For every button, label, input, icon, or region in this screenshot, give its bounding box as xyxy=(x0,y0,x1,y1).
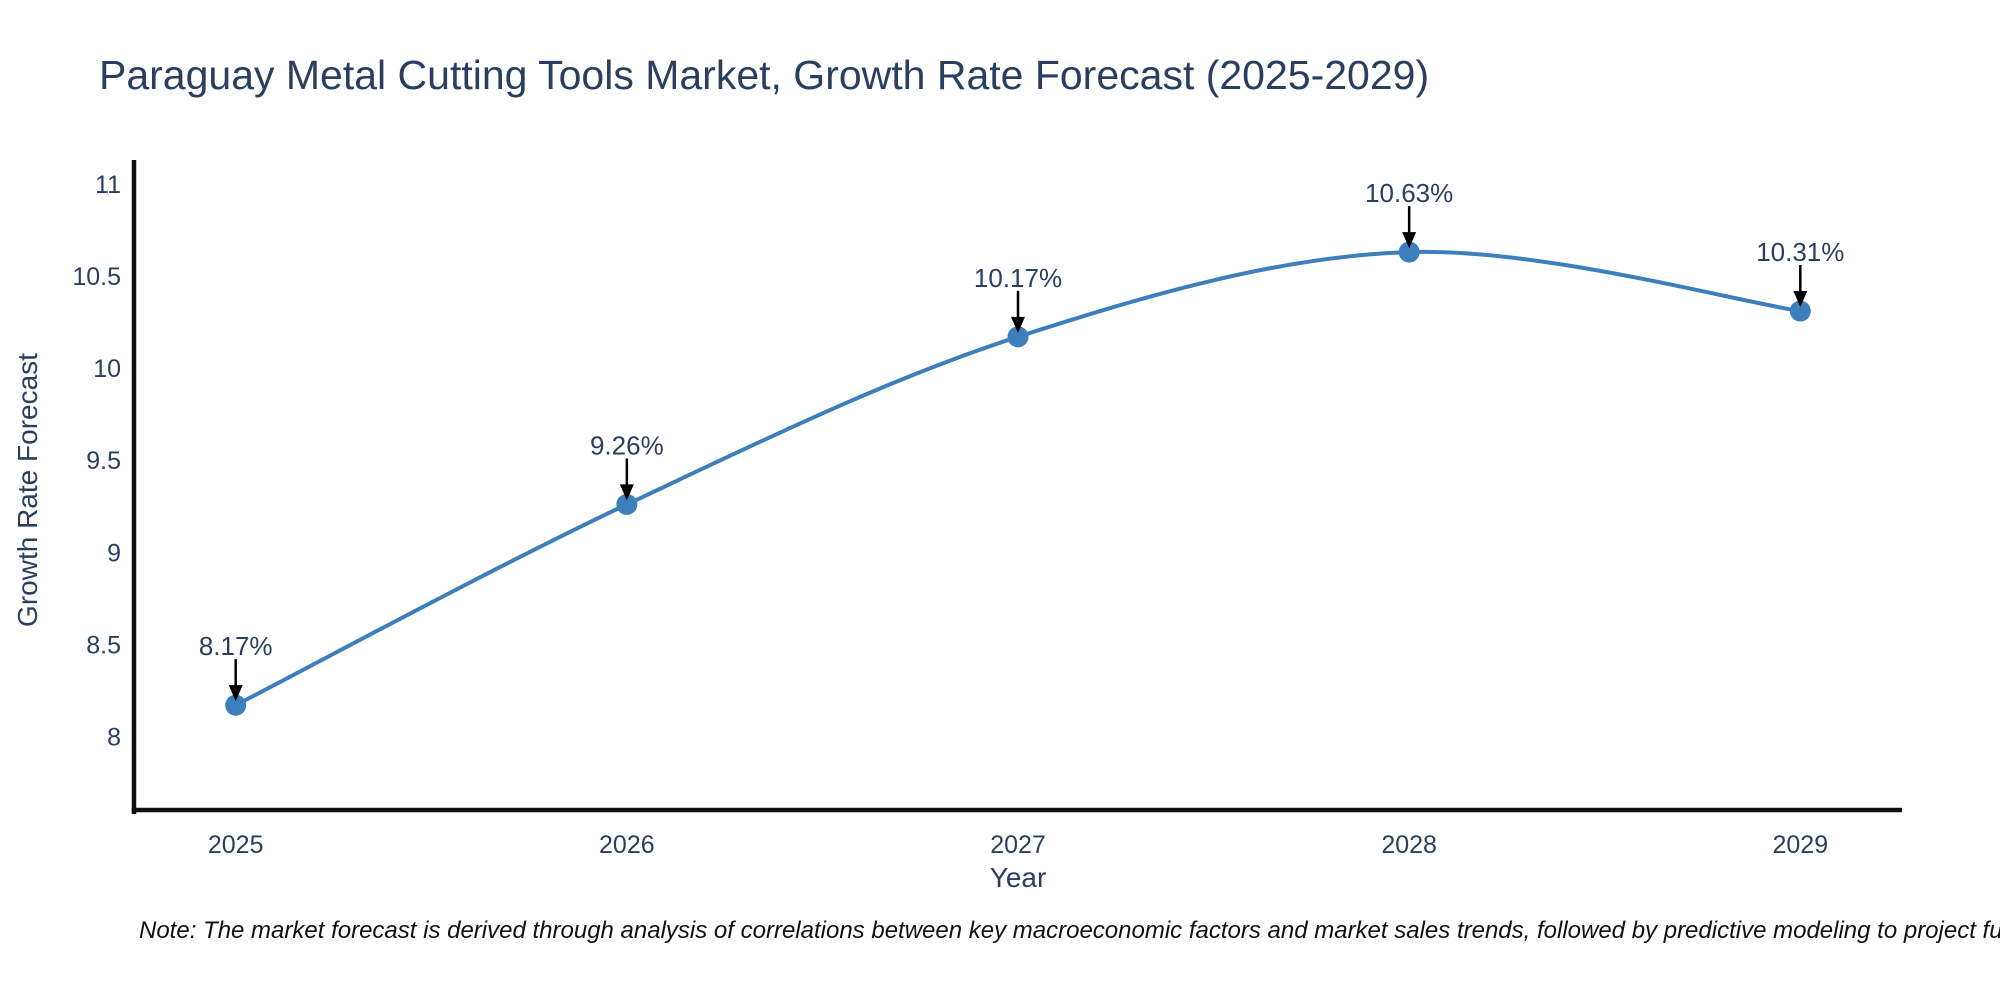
y-tick-label: 10 xyxy=(93,355,121,383)
footnote: Note: The market forecast is derived thr… xyxy=(139,917,2000,944)
point-value-label: 10.31% xyxy=(1756,237,1844,267)
x-tick-label: 2027 xyxy=(990,831,1046,859)
data-point-marker[interactable] xyxy=(225,694,247,716)
y-tick-label: 10.5 xyxy=(72,263,121,291)
y-tick-label: 8.5 xyxy=(86,631,121,659)
x-tick-label: 2028 xyxy=(1381,831,1437,859)
plot-area[interactable] xyxy=(134,160,1902,812)
y-tick-label: 11 xyxy=(95,171,121,199)
point-value-label: 8.17% xyxy=(199,631,273,661)
y-tick-label: 8 xyxy=(107,723,121,751)
data-point-marker[interactable] xyxy=(1398,241,1420,263)
annotation-arrow-head xyxy=(1011,316,1025,333)
y-tick-label: 9 xyxy=(107,539,121,567)
point-value-label: 10.17% xyxy=(974,263,1062,293)
annotation-arrow-head xyxy=(228,685,243,702)
annotation-arrow-head xyxy=(1793,291,1808,308)
data-point-marker[interactable] xyxy=(1007,326,1029,348)
point-value-label: 9.26% xyxy=(590,430,664,460)
data-point-marker[interactable] xyxy=(616,493,638,515)
x-tick-label: 2029 xyxy=(1772,831,1828,859)
point-value-label: 10.63% xyxy=(1365,178,1453,208)
annotation-arrow-head xyxy=(1402,232,1417,249)
y-tick-label: 9.5 xyxy=(86,447,121,475)
x-tick-label: 2026 xyxy=(599,831,655,859)
x-axis-title: Year xyxy=(989,862,1047,893)
data-point-marker[interactable] xyxy=(1789,300,1811,322)
x-tick-label: 2025 xyxy=(208,831,264,859)
chart-title: Paraguay Metal Cutting Tools Market, Gro… xyxy=(99,52,1430,98)
annotation-arrow-head xyxy=(619,484,634,501)
